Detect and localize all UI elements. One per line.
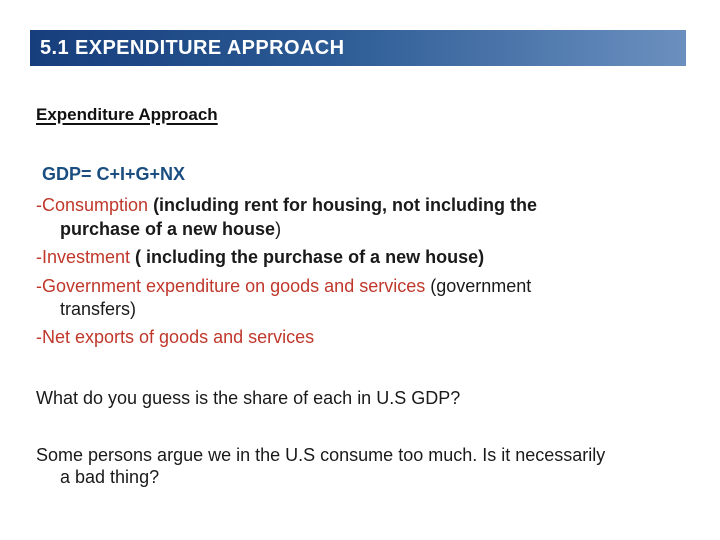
- consumption-close-paren: ): [275, 219, 282, 239]
- investment-term-text: -Investment: [36, 247, 136, 267]
- consumption-detail-text: (including rent for housing, not includi…: [153, 195, 538, 215]
- investment-detail-text: ( including the purchase of a new house): [135, 247, 485, 267]
- question-consume-too-much-line2: a bad thing?: [60, 467, 160, 487]
- heading-expenditure-approach: Expenditure Approach: [36, 105, 218, 124]
- slide-title: 5.1 EXPENDITURE APPROACH: [40, 37, 345, 59]
- consumption-detail-cont-text: purchase of a new house: [60, 219, 276, 239]
- government-detail-cont-text: transfers): [60, 299, 137, 319]
- slide-title-bar: 5.1 EXPENDITURE APPROACH: [30, 30, 686, 66]
- government-term-text: -Government expenditure on goods and ser…: [36, 276, 431, 296]
- government-detail-text: (government: [430, 276, 532, 296]
- bullet-government-line2: transfers): [60, 298, 136, 320]
- equation-gdp-formula: GDP= C+I+G+NX: [42, 164, 186, 184]
- consumption-term-text: -Consumption: [36, 195, 154, 215]
- question-consume-too-much-line1: Some persons argue we in the U.S consume…: [36, 445, 606, 465]
- bullet-consumption-line1: -Consumption (including rent for housing…: [36, 194, 537, 216]
- bullet-government-line1: -Government expenditure on goods and ser…: [36, 275, 531, 297]
- bullet-consumption-line2: purchase of a new house): [60, 218, 281, 240]
- bullet-investment: -Investment ( including the purchase of …: [36, 246, 484, 268]
- question-share-of-gdp: What do you guess is the share of each i…: [36, 388, 461, 408]
- net-exports-term-text: -Net exports of goods and services: [36, 327, 315, 347]
- bullet-net-exports: -Net exports of goods and services: [36, 326, 314, 348]
